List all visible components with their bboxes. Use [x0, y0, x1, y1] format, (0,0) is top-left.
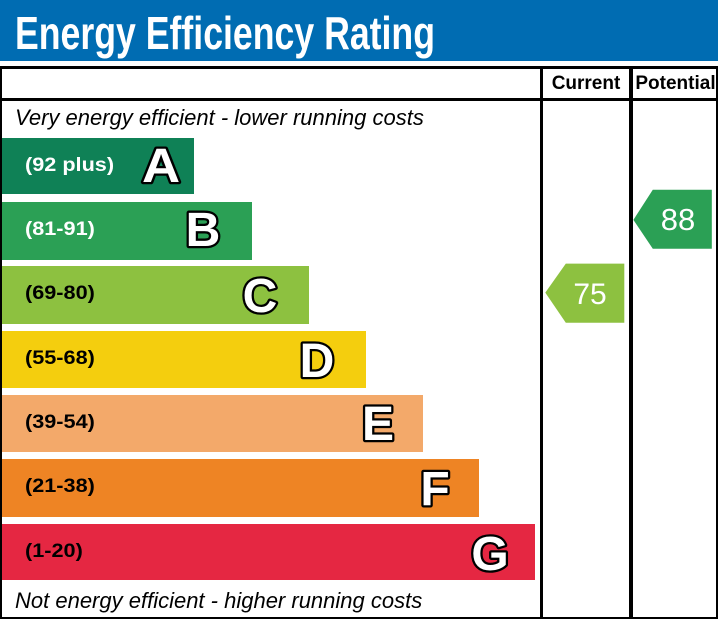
- svg-text:F: F: [421, 463, 450, 516]
- svg-text:A: A: [142, 139, 180, 193]
- svg-text:C: C: [242, 270, 277, 323]
- svg-text:E: E: [362, 398, 394, 451]
- svg-text:D: D: [300, 335, 335, 388]
- svg-text:B: B: [185, 204, 220, 257]
- svg-text:88: 88: [661, 202, 695, 237]
- svg-text:75: 75: [573, 278, 606, 311]
- svg-text:G: G: [471, 528, 508, 581]
